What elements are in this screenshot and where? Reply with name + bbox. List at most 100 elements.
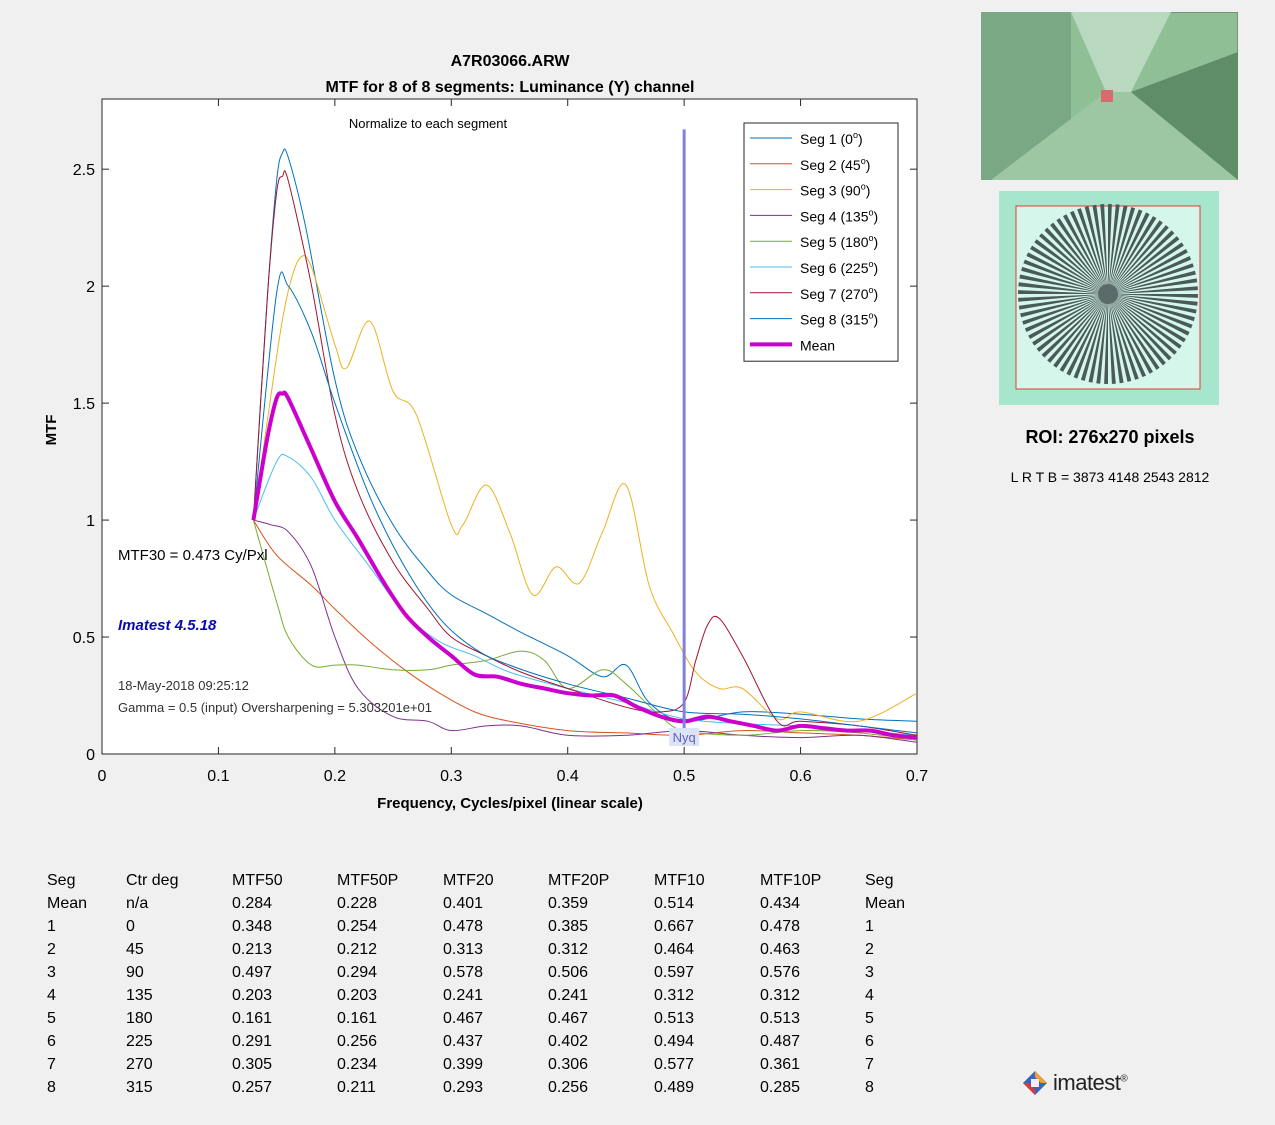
y-tick-label: 2.5 (73, 162, 95, 179)
star-center (1098, 284, 1118, 304)
star-wedge (1092, 204, 1108, 294)
table-row: 8 315 0.257 0.211 0.293 0.256 0.489 0.285 8 (47, 1079, 925, 1102)
imatest-logo: imatest® (1022, 1070, 1128, 1096)
star-wedge (1088, 294, 1108, 383)
table-cell: 7 (865, 1056, 874, 1073)
star-wedge (1056, 218, 1108, 294)
star-wedge (1108, 294, 1116, 384)
star-wedge (1104, 294, 1108, 384)
table-row: 3 90 0.497 0.294 0.578 0.506 0.597 0.576 3 (47, 964, 925, 987)
table-cell: Mean (47, 895, 88, 912)
table-cell: 0 (126, 918, 135, 935)
table-cell: 0.513 (654, 1010, 695, 1027)
x-tick-label: 0.5 (673, 768, 695, 785)
star-wedge (1077, 208, 1108, 294)
table-cell: MTF20P (548, 872, 610, 889)
table-cell: 0.312 (760, 987, 801, 1004)
star-wedge (1108, 294, 1166, 366)
star-wedge (1100, 204, 1108, 294)
table-cell: 0.487 (760, 1033, 801, 1050)
legend-label-1: Seg 1 (0o) (800, 130, 863, 147)
star-wedge (1108, 294, 1139, 380)
table-cell: 0.241 (548, 987, 589, 1004)
star-wedge (1053, 294, 1108, 368)
star-wedge (1108, 294, 1193, 329)
table-cell: 0.257 (232, 1079, 273, 1096)
star-wedge (1108, 204, 1120, 294)
table-cell: 0.212 (337, 941, 378, 958)
series-line-9 (251, 390, 917, 740)
x-tick-label: 0.4 (557, 768, 579, 785)
table-cell: 135 (126, 987, 153, 1004)
star-wedge (1108, 256, 1192, 294)
star-wedge (1070, 210, 1108, 294)
table-cell: 2 (865, 941, 874, 958)
table-cell: 0.203 (232, 987, 273, 1004)
roi-bounds-label: L R T B = 3873 4148 2543 2812 (1010, 469, 1210, 485)
y-axis-label: MTF (43, 415, 60, 446)
table-cell: 0.577 (654, 1056, 695, 1073)
series-line-8 (252, 271, 917, 734)
table-cell: MTF50P (337, 872, 399, 889)
table-cell: 0.312 (548, 941, 589, 958)
star-wedge (1028, 294, 1108, 339)
table-cell: 0.399 (443, 1056, 484, 1073)
star-wedge (1108, 294, 1195, 322)
table-cell: 0.254 (337, 918, 378, 935)
legend-label-8: Seg 8 (315o) (800, 311, 878, 328)
series-line-6 (252, 453, 917, 736)
star-wedge (1108, 294, 1197, 314)
mtf30-annotation: MTF30 = 0.473 Cy/Pxl (118, 547, 268, 564)
legend: Seg 1 (0o) Seg 2 (45o) Seg 3 (90o) Seg 4 (1… (743, 122, 899, 362)
table-cell: 0.467 (548, 1010, 589, 1027)
table-cell: 270 (126, 1056, 153, 1073)
star-wedge (1108, 249, 1188, 294)
table-cell: 0.291 (232, 1033, 273, 1050)
imatest-logo-icon (1023, 1071, 1047, 1095)
table-cell: 0.306 (548, 1056, 589, 1073)
star-wedge (1108, 205, 1128, 294)
table-row: 2 45 0.213 0.212 0.313 0.312 0.464 0.463 2 (47, 941, 925, 964)
legend-label-6: Seg 6 (225o) (800, 259, 878, 276)
table-cell: 4 (47, 987, 56, 1004)
legend-label-7: Seg 7 (270o) (800, 285, 878, 302)
table-cell: 0.597 (654, 964, 695, 981)
table-cell: 0.478 (760, 918, 801, 935)
star-wedge (1032, 294, 1108, 346)
table-cell: Ctr deg (126, 872, 179, 889)
date-annotation: 18-May-2018 09:25:12 (118, 678, 249, 693)
table-cell: 0.211 (337, 1079, 376, 1096)
table-cell: 1 (47, 918, 56, 935)
star-wedge (1018, 290, 1108, 294)
star-wedge (1066, 294, 1108, 376)
star-wedge (1108, 294, 1198, 298)
version-annotation: Imatest 4.5.18 (118, 617, 217, 634)
table-cell: 90 (126, 964, 144, 981)
gamma-annotation: Gamma = 0.5 (input) Oversharpening = 5.3… (118, 700, 432, 715)
star-wedge (1108, 236, 1180, 294)
series-line-5 (252, 519, 917, 741)
table-row: 7 270 0.305 0.234 0.399 0.306 0.577 0.361 7 (47, 1056, 925, 1079)
star-wedge (1021, 266, 1108, 294)
table-cell: MTF10 (654, 872, 705, 889)
legend-label-9: Mean (800, 337, 835, 353)
table-cell: 0.437 (443, 1033, 484, 1050)
y-tick-label: 0.5 (73, 630, 95, 647)
star-wedge (1108, 209, 1143, 294)
star-wedge (1108, 294, 1132, 382)
table-cell: 7 (47, 1056, 56, 1073)
table-cell: 0.513 (760, 1010, 801, 1027)
table-cell: 2 (47, 941, 56, 958)
star-wedge (1108, 294, 1177, 355)
mtf-chart: A7R03066.ARW MTF for 8 of 8 segments: Lu… (43, 53, 928, 812)
star-wedge (1024, 294, 1108, 332)
star-wedge (1023, 259, 1108, 294)
table-cell: 180 (126, 1010, 153, 1027)
star-wedge (1039, 233, 1108, 294)
star-wedge (1108, 220, 1163, 294)
table-cell: 0.401 (443, 895, 484, 912)
star-wedge (1108, 294, 1160, 370)
star-wedge (1044, 227, 1108, 294)
table-cell: 0.494 (654, 1033, 695, 1050)
imatest-logo-text: imatest® (1053, 1070, 1128, 1095)
